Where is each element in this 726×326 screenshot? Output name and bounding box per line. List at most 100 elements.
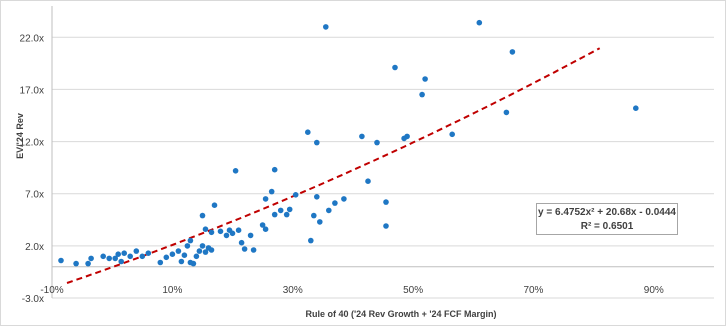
x-tick-label: 30%	[283, 285, 303, 296]
x-tick-label: 50%	[403, 285, 423, 296]
points-layer	[58, 19, 639, 267]
data-point	[449, 131, 456, 138]
trendline-equation: y = 6.4752x² + 20.68x - 0.0444	[538, 207, 676, 218]
data-point	[311, 212, 317, 219]
data-point	[193, 253, 200, 260]
data-point	[181, 252, 188, 258]
data-point	[202, 249, 209, 255]
data-point	[308, 237, 314, 244]
trendline-layer	[66, 47, 601, 284]
data-point	[317, 219, 323, 225]
data-point	[422, 76, 428, 82]
data-point	[196, 248, 203, 254]
data-point	[241, 246, 248, 252]
data-point	[139, 253, 146, 260]
data-point	[118, 258, 124, 265]
x-tick-label: 90%	[644, 285, 664, 296]
y-tick-label: 22.0x	[20, 33, 44, 44]
data-point	[323, 24, 329, 30]
data-point	[271, 211, 278, 218]
data-point	[365, 178, 371, 184]
axes	[51, 6, 714, 298]
data-point	[235, 227, 242, 233]
data-point	[190, 260, 197, 267]
data-point	[208, 247, 215, 253]
data-point	[503, 109, 510, 116]
data-point	[106, 255, 112, 262]
data-point	[383, 199, 389, 205]
trendline	[66, 47, 601, 284]
data-point	[232, 168, 239, 174]
y-tick-label: -3.0x	[22, 294, 44, 305]
data-point	[305, 129, 311, 135]
x-tick-label: 70%	[523, 285, 543, 296]
data-point	[286, 206, 293, 213]
data-point	[88, 255, 94, 262]
data-point	[271, 166, 278, 173]
data-point	[100, 253, 106, 260]
data-point	[283, 211, 290, 218]
data-point	[184, 243, 191, 249]
y-tick-label: 7.0x	[25, 190, 44, 201]
data-point	[277, 207, 284, 214]
data-point	[217, 228, 224, 235]
data-point	[202, 226, 209, 232]
data-point	[145, 250, 152, 256]
y-tick-label: 12.0x	[20, 138, 44, 149]
data-point	[85, 260, 91, 267]
data-point	[178, 258, 185, 265]
data-point	[115, 251, 121, 257]
data-point	[58, 257, 64, 264]
data-point	[157, 259, 164, 266]
data-point	[247, 232, 254, 239]
data-point	[73, 260, 79, 267]
tick-labels: -3.0x 2.0x 7.0x 12.0x 17.0x 22.0x -10% 10% 30% 50…	[20, 33, 664, 305]
data-point	[112, 255, 118, 262]
data-point	[314, 139, 320, 146]
data-point	[392, 64, 398, 71]
data-point	[211, 202, 218, 208]
data-point	[359, 133, 365, 140]
data-point	[292, 192, 299, 198]
data-point	[169, 251, 176, 257]
data-point	[250, 247, 257, 253]
data-point	[633, 105, 639, 111]
data-point	[208, 229, 215, 236]
data-point	[332, 200, 338, 206]
y-tick-label: 17.0x	[20, 85, 44, 96]
data-point	[121, 250, 127, 256]
data-point	[476, 19, 483, 26]
data-point	[175, 248, 182, 254]
data-point	[404, 133, 410, 140]
data-point	[187, 237, 194, 244]
data-point	[326, 207, 332, 214]
data-point	[268, 188, 275, 195]
data-point	[509, 49, 516, 55]
data-point	[133, 248, 140, 254]
data-point	[223, 232, 230, 239]
x-tick-label: 10%	[162, 285, 182, 296]
data-point	[163, 254, 170, 261]
data-point	[238, 239, 245, 246]
y-axis-title: EV/'24 Rev	[15, 113, 25, 159]
data-point	[229, 230, 236, 237]
data-point	[314, 194, 320, 200]
r-squared-label: R² = 0.6501	[580, 221, 634, 232]
data-point	[374, 139, 380, 146]
x-axis-title: Rule of 40 ('24 Rev Growth + '24 FCF Mar…	[305, 309, 496, 319]
data-point	[199, 243, 206, 249]
data-point	[262, 196, 269, 202]
data-point	[419, 91, 425, 98]
gridlines	[52, 36, 714, 299]
data-point	[383, 223, 389, 229]
data-point	[262, 226, 269, 232]
y-tick-label: 2.0x	[25, 242, 44, 253]
data-point	[259, 222, 266, 228]
data-point	[127, 253, 133, 260]
x-tick-label: -10%	[40, 285, 63, 296]
trendline-equation-box: y = 6.4752x² + 20.68x - 0.0444 R² = 0.65…	[536, 203, 678, 235]
data-point	[341, 196, 347, 202]
data-point	[199, 212, 206, 219]
